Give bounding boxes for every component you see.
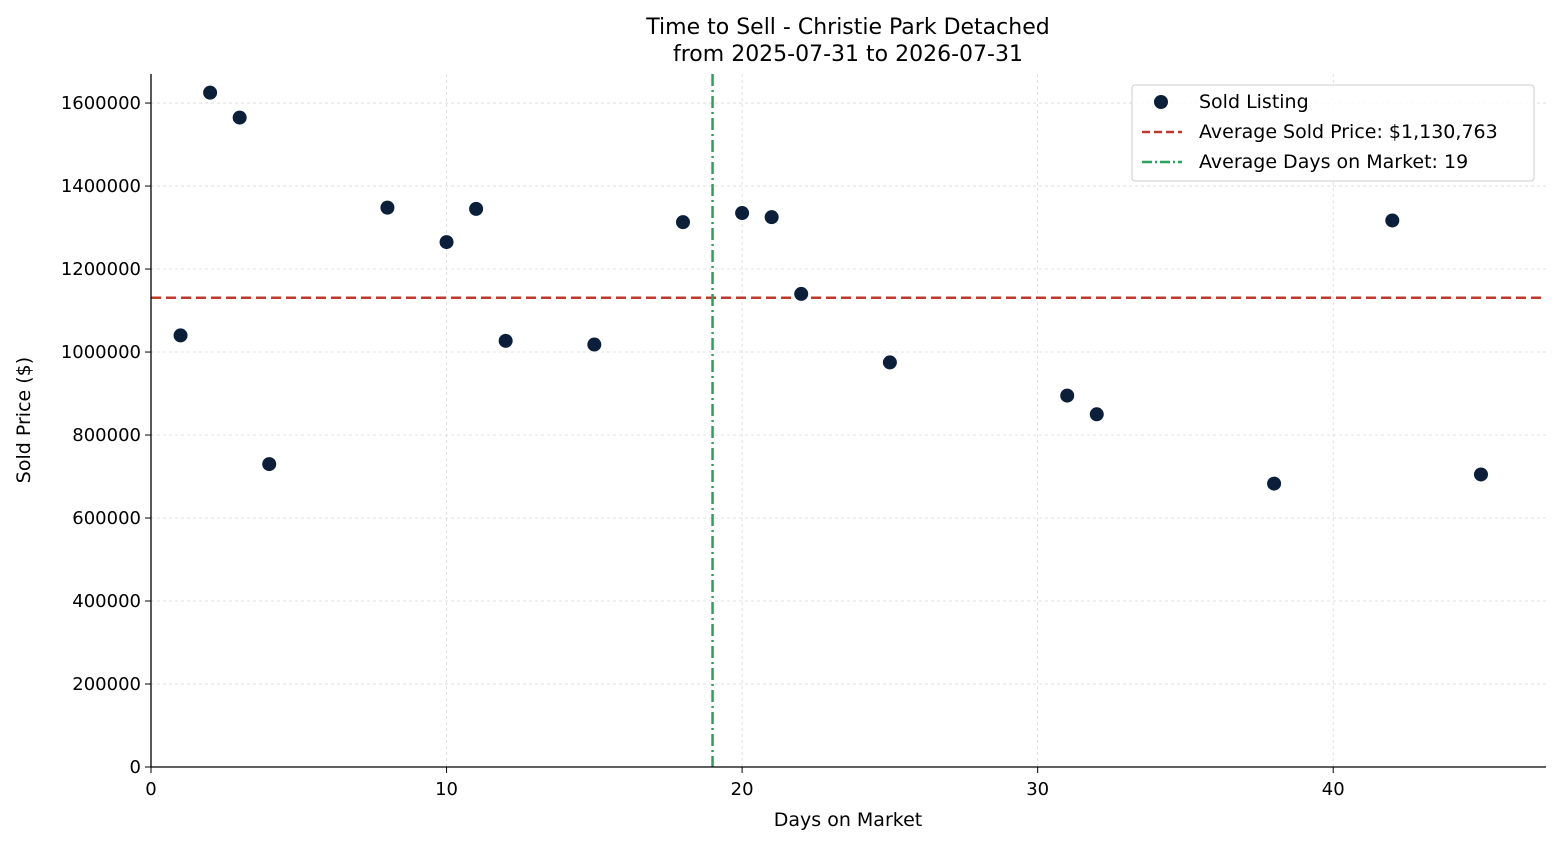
data-point — [735, 206, 750, 221]
x-axis-label: Days on Market — [774, 809, 922, 831]
data-point — [764, 210, 779, 225]
y-tick-label: 600000 — [72, 508, 141, 529]
chart-title-line2: from 2025-07-31 to 2026-07-31 — [673, 42, 1023, 67]
y-tick-label: 800000 — [72, 425, 141, 446]
x-axis-ticks: 0 10 20 30 40 — [145, 767, 1345, 800]
grid-lines — [151, 74, 1546, 767]
y-tick-label: 0 — [130, 757, 141, 778]
data-point — [1473, 467, 1488, 482]
y-tick-label: 200000 — [72, 674, 141, 695]
y-tick-label: 1400000 — [61, 176, 141, 197]
data-point — [469, 201, 484, 216]
data-point — [1267, 476, 1282, 491]
data-point — [173, 328, 188, 343]
y-tick-label: 1600000 — [61, 93, 141, 114]
y-axis-ticks: 0 200000 400000 600000 800000 1000000 1200000 1… — [61, 93, 151, 778]
legend-label-avg-price: Average Sold Price: $1,130,763 — [1199, 121, 1498, 143]
y-tick-label: 400000 — [72, 591, 141, 612]
x-tick-label: 30 — [1026, 779, 1049, 800]
data-points — [173, 85, 1488, 491]
x-tick-label: 10 — [435, 779, 458, 800]
data-point — [1060, 388, 1075, 403]
data-point — [882, 355, 897, 370]
data-point — [439, 235, 454, 250]
y-tick-label: 1200000 — [61, 259, 141, 280]
x-tick-label: 40 — [1322, 779, 1345, 800]
y-axis-label: Sold Price ($) — [13, 357, 35, 483]
legend-label-avg-days: Average Days on Market: 19 — [1199, 151, 1468, 173]
legend-marker-sold-listing — [1154, 95, 1168, 109]
data-point — [587, 337, 602, 352]
legend-label-sold-listing: Sold Listing — [1199, 91, 1309, 113]
legend: Sold Listing Average Sold Price: $1,130,… — [1131, 84, 1535, 182]
chart-title-line1: Time to Sell - Christie Park Detached — [645, 15, 1049, 40]
data-point — [232, 110, 247, 125]
data-point — [794, 286, 809, 301]
data-point — [1089, 407, 1104, 422]
data-point — [380, 200, 395, 215]
legend-box — [1131, 84, 1535, 182]
data-point — [675, 215, 690, 230]
reference-lines — [151, 74, 1546, 767]
data-point — [498, 333, 513, 348]
y-tick-label: 1000000 — [61, 342, 141, 363]
x-tick-label: 20 — [731, 779, 754, 800]
data-point — [203, 85, 218, 100]
data-point — [262, 457, 277, 472]
x-tick-label: 0 — [145, 779, 156, 800]
data-point — [1385, 213, 1400, 228]
